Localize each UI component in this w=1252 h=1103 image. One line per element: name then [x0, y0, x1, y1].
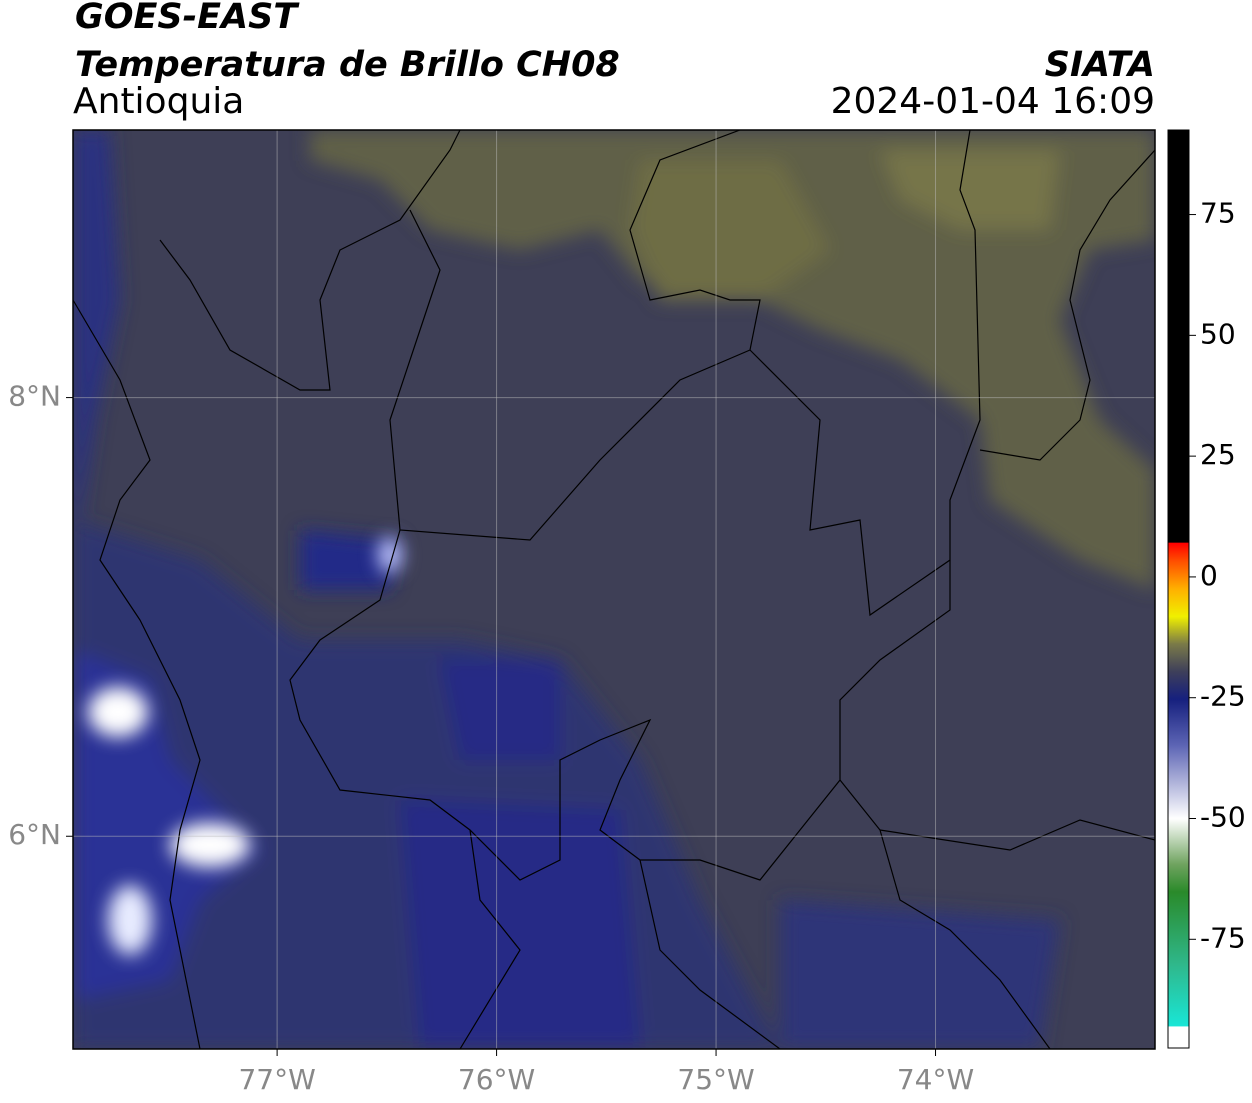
colorbar-tick-label: 0 — [1200, 559, 1218, 592]
satellite-image — [73, 130, 1155, 1049]
timestamp: 2024-01-04 16:09 — [831, 81, 1155, 122]
graticule — [73, 130, 1155, 1049]
subtitle: Temperatura de Brillo CH08 — [75, 45, 620, 85]
colorbar-tick-label: 50 — [1200, 317, 1236, 350]
y-tick-label: 8°N — [8, 380, 61, 413]
x-tick-label: 77°W — [238, 1063, 315, 1096]
colorbar-tick-label: 25 — [1200, 438, 1236, 471]
colorbar-tick-label: 75 — [1200, 197, 1236, 230]
x-tick-label: 76°W — [458, 1063, 535, 1096]
borders — [73, 130, 1155, 1049]
colorbar-tick-label: -75 — [1200, 921, 1246, 954]
colorbar — [1167, 129, 1190, 1049]
source: SIATA — [1045, 45, 1155, 85]
x-tick-label: 75°W — [677, 1063, 754, 1096]
y-tick-label: 6°N — [8, 818, 61, 851]
region: Antioquia — [73, 81, 244, 122]
colorbar-tick-label: -25 — [1200, 680, 1246, 713]
colorbar-tick-label: -50 — [1200, 801, 1246, 834]
title: GOES-EAST — [75, 0, 300, 37]
map-frame — [72, 129, 1156, 1050]
x-tick-label: 74°W — [897, 1063, 974, 1096]
